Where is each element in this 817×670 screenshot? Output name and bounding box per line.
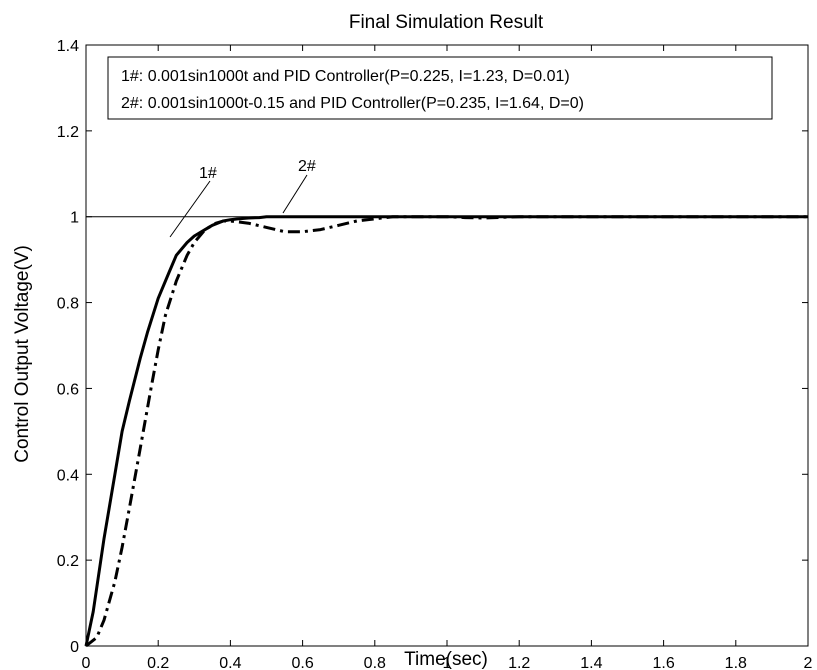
y-axis-label: Control Output Voltage(V) xyxy=(12,245,33,463)
x-tick-label: 0.8 xyxy=(364,655,386,670)
annotation-arrow-1 xyxy=(169,180,211,238)
plot-frame xyxy=(85,44,809,647)
x-tick-label: 0.6 xyxy=(291,655,313,670)
legend-entry: 2#: 0.001sin1000t-0.15 and PID Controlle… xyxy=(121,95,584,112)
y-tick-label: 1.4 xyxy=(57,38,79,55)
chart-title: Final Simulation Result xyxy=(349,12,544,33)
x-axis-label: Time(sec) xyxy=(404,649,488,670)
annotation-label-2: 2# xyxy=(298,158,316,175)
y-tick-label: 0.8 xyxy=(57,296,79,313)
plot-layer: 0 0.2 0.4 0.6 0.8 1 1.2 1.4 1.6 1.8 2 0 0.2 0.4 0.6 0.8… xyxy=(57,38,813,670)
y-tick-label: 0 xyxy=(70,639,79,656)
y-tick-label: 1.2 xyxy=(57,124,79,141)
x-tick-label: 1.8 xyxy=(725,655,747,670)
x-tick-label: 1.6 xyxy=(652,655,674,670)
annotation-2: 2# xyxy=(282,158,316,214)
x-tick-label: 0 xyxy=(82,655,91,670)
x-tick-label: 0.2 xyxy=(147,655,169,670)
y-tick-label: 1 xyxy=(70,210,79,227)
y-tick-label: 0.4 xyxy=(57,467,79,484)
x-tick-label: 0.4 xyxy=(219,655,241,670)
annotation-arrow-2 xyxy=(282,174,308,214)
legend-box xyxy=(107,56,773,120)
legend-entry: 1#: 0.001sin1000t and PID Controller(P=0… xyxy=(121,68,570,85)
series-line-2 xyxy=(85,215,808,648)
annotation-label-1: 1# xyxy=(199,165,217,182)
legend: 1#: 0.001sin1000t and PID Controller(P=0… xyxy=(107,56,773,120)
x-tick-label: 1 xyxy=(443,655,452,670)
series-line-1 xyxy=(84,215,808,647)
x-tick-label: 1.2 xyxy=(508,655,530,670)
x-tick-label: 1.4 xyxy=(580,655,602,670)
x-tick-label: 2 xyxy=(804,655,813,670)
y-tick-label: 0.6 xyxy=(57,381,79,398)
y-tick-label: 0.2 xyxy=(57,553,79,570)
annotation-1: 1# xyxy=(169,165,217,238)
